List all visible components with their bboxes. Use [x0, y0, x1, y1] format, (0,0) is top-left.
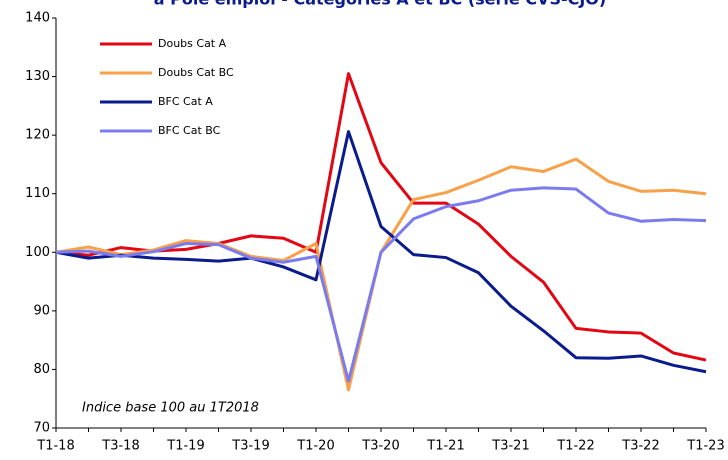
x-tick-label: T1-23 — [686, 439, 724, 454]
y-tick-label: 140 — [25, 11, 50, 26]
x-tick-label: T3-21 — [491, 439, 529, 454]
series-line — [55, 72, 707, 362]
x-tick-label: T3-18 — [101, 439, 139, 454]
series-line — [55, 130, 707, 374]
legend-label: BFC Cat BC — [158, 124, 221, 137]
x-tick-label: T3-22 — [621, 439, 659, 454]
x-tick-label: T1-20 — [296, 439, 334, 454]
y-tick-label: 120 — [25, 128, 50, 143]
x-tick-label: T1-18 — [36, 439, 74, 454]
x-tick-label: T3-19 — [231, 439, 269, 454]
y-tick-label: 90 — [33, 303, 50, 318]
y-tick-label: 100 — [25, 245, 50, 260]
x-tick-label: T1-22 — [556, 439, 594, 454]
series-line — [55, 157, 707, 392]
legend-label: Doubs Cat BC — [158, 66, 234, 79]
y-tick-label: 130 — [25, 69, 50, 84]
legend-label: BFC Cat A — [158, 95, 213, 108]
x-tick-label: T1-21 — [426, 439, 464, 454]
chart-title: à Pôle emploi - Catégories A et BC (séri… — [154, 0, 606, 9]
x-tick-label: T1-19 — [166, 439, 204, 454]
y-tick-label: 80 — [33, 362, 50, 377]
legend-label: Doubs Cat A — [158, 37, 227, 50]
y-tick-label: 70 — [33, 421, 50, 436]
y-tick-label: 110 — [25, 186, 50, 201]
x-tick-label: T3-20 — [361, 439, 399, 454]
annotation: Indice base 100 au 1T2018 — [82, 401, 259, 416]
series-line — [55, 186, 707, 383]
